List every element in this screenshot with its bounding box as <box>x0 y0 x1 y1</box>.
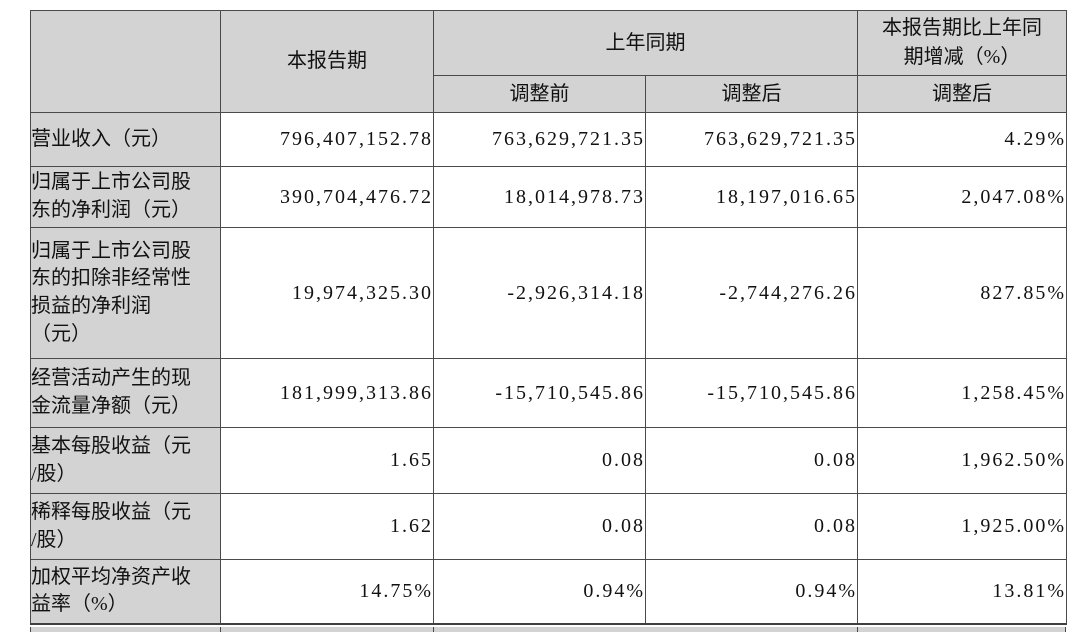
row-label-operating-cash-flow: 经营活动产生的现 金流量净额（元） <box>30 358 221 428</box>
row-label-net-profit-excl-nonrecurring: 归属于上市公司股 东的扣除非经常性 损益的净利润 （元） <box>30 227 221 359</box>
value-cell: -2,744,276.26 <box>645 227 858 359</box>
value-cell: 13.81% <box>857 559 1067 625</box>
subheader-change-after-adjust: 调整后 <box>857 75 1067 113</box>
value-cell: 1,925.00% <box>857 493 1067 560</box>
value-cell: 0.08 <box>645 427 858 494</box>
header-change-group: 本报告期比上年同 期增减（%） <box>857 10 1067 76</box>
value-cell: 18,014,978.73 <box>433 166 646 228</box>
value-cell: 390,704,476.72 <box>220 166 434 228</box>
row-label-net-profit: 归属于上市公司股 东的净利润（元） <box>30 166 221 228</box>
column-divider <box>857 627 858 632</box>
value-cell: -15,710,545.86 <box>433 358 646 428</box>
value-cell: 796,407,152.78 <box>220 112 434 167</box>
table-row: 归属于上市公司股 东的净利润（元） 390,704,476.72 18,014,… <box>30 166 1067 228</box>
key-financials-table: 本报告期 上年同期 本报告期比上年同 期增减（%） 调整前 调整后 调整后 营业… <box>30 10 1067 625</box>
header-current-period: 本报告期 <box>220 10 434 113</box>
value-cell: 1,258.45% <box>857 358 1067 428</box>
value-cell: 0.94% <box>433 559 646 625</box>
table-header-row-1: 本报告期 上年同期 本报告期比上年同 期增减（%） <box>30 10 1067 113</box>
value-cell: 2,047.08% <box>857 166 1067 228</box>
value-cell: 763,629,721.35 <box>645 112 858 167</box>
value-cell: 0.94% <box>645 559 858 625</box>
table-header-row-2: 调整前 调整后 调整后 <box>31 75 1067 113</box>
next-table-row-partial <box>30 627 1066 632</box>
subheader-prior-after-adjust: 调整后 <box>645 75 858 113</box>
row-label-weighted-avg-roe: 加权平均净资产收 益率（%） <box>30 559 221 625</box>
value-cell: 1.62 <box>220 493 434 560</box>
table-row: 基本每股收益（元 /股） 1.65 0.08 0.08 1,962.50% <box>30 427 1067 494</box>
value-cell: 4.29% <box>857 112 1067 167</box>
value-cell: 827.85% <box>857 227 1067 359</box>
row-label-basic-eps: 基本每股收益（元 /股） <box>30 427 221 494</box>
value-cell: 18,197,016.65 <box>645 166 858 228</box>
value-cell: 0.08 <box>433 493 646 560</box>
column-divider <box>220 627 221 632</box>
table-row: 稀释每股收益（元 /股） 1.62 0.08 0.08 1,925.00% <box>30 493 1067 560</box>
value-cell: -2,926,314.18 <box>433 227 646 359</box>
column-divider <box>433 627 434 632</box>
header-blank-cell <box>30 10 221 113</box>
value-cell: -15,710,545.86 <box>645 358 858 428</box>
value-cell: 763,629,721.35 <box>433 112 646 167</box>
value-cell: 0.08 <box>645 493 858 560</box>
table-row: 归属于上市公司股 东的扣除非经常性 损益的净利润 （元） 19,974,325.… <box>30 227 1067 359</box>
row-label-diluted-eps: 稀释每股收益（元 /股） <box>30 493 221 560</box>
header-prior-period-group: 上年同期 <box>433 10 858 76</box>
value-cell: 19,974,325.30 <box>220 227 434 359</box>
value-cell: 14.75% <box>220 559 434 625</box>
table-row: 加权平均净资产收 益率（%） 14.75% 0.94% 0.94% 13.81% <box>30 559 1067 625</box>
value-cell: 1,962.50% <box>857 427 1067 494</box>
value-cell: 0.08 <box>433 427 646 494</box>
table-row: 营业收入（元） 796,407,152.78 763,629,721.35 76… <box>30 112 1067 167</box>
row-label-operating-revenue: 营业收入（元） <box>30 112 221 167</box>
subheader-prior-before-adjust: 调整前 <box>433 75 646 113</box>
value-cell: 181,999,313.86 <box>220 358 434 428</box>
value-cell: 1.65 <box>220 427 434 494</box>
table-row: 经营活动产生的现 金流量净额（元） 181,999,313.86 -15,710… <box>30 358 1067 428</box>
